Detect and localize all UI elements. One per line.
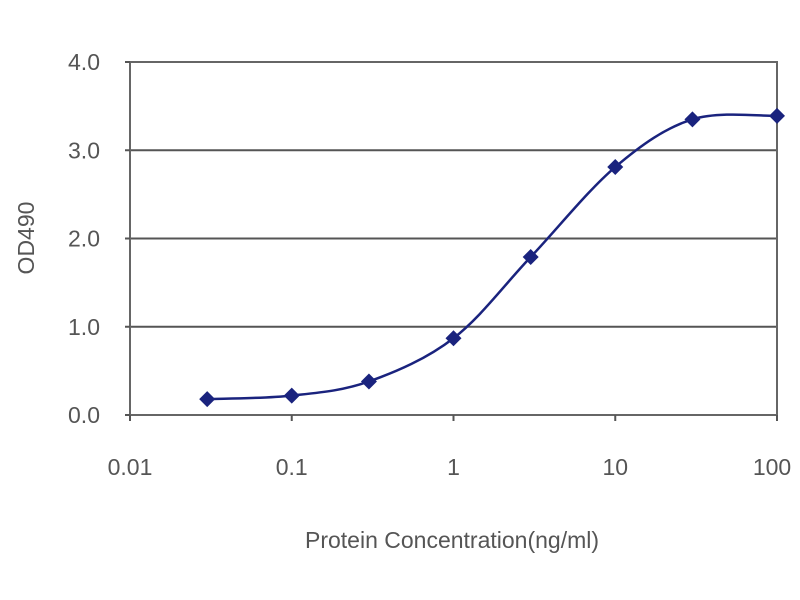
series-curve — [207, 113, 778, 401]
x-tick-label: 100 — [753, 454, 791, 480]
data-point-marker — [522, 249, 539, 266]
data-point-marker — [607, 159, 624, 176]
x-tick-label: 0.01 — [108, 454, 153, 480]
y-tick-label: 3.0 — [68, 137, 100, 163]
data-point-marker — [769, 107, 785, 124]
y-axis: 0.0 1.0 2.0 3.0 4.0 — [68, 49, 130, 428]
y-axis-title: OD490 — [13, 202, 39, 275]
x-tick-label: 1 — [447, 454, 460, 480]
data-point-marker — [445, 330, 462, 347]
x-axis: 0.01 0.1 1 10 100 — [108, 415, 791, 480]
data-points — [199, 107, 785, 408]
gridlines — [130, 149, 777, 328]
x-axis-title: Protein Concentration(ng/ml) — [305, 527, 599, 553]
data-point-marker — [283, 387, 300, 404]
data-point-marker — [360, 373, 377, 390]
x-tick-label: 0.1 — [276, 454, 308, 480]
y-tick-label: 0.0 — [68, 402, 100, 428]
y-tick-label: 2.0 — [68, 226, 100, 252]
y-tick-label: 1.0 — [68, 314, 100, 340]
data-point-marker — [684, 111, 701, 128]
data-point-marker — [199, 391, 216, 408]
y-tick-label: 4.0 — [68, 49, 100, 75]
x-tick-label: 10 — [602, 454, 628, 480]
